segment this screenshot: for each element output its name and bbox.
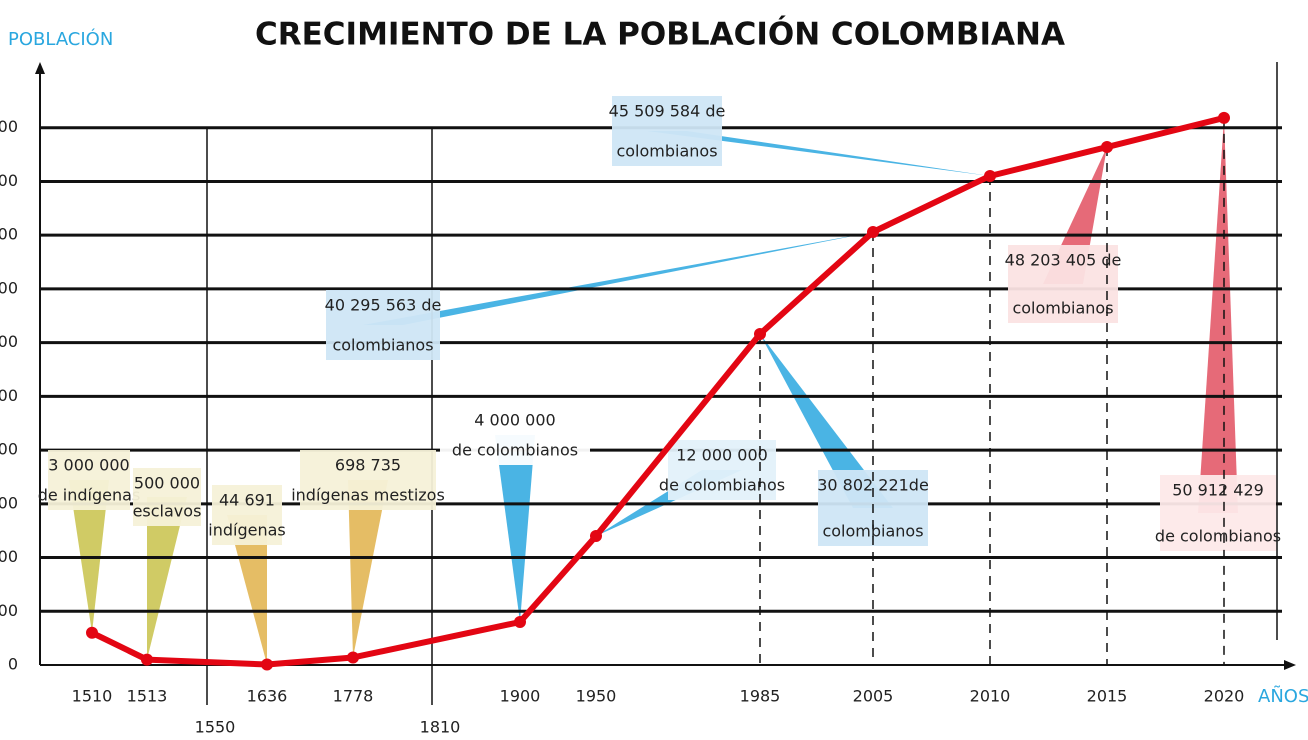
- data-point: [86, 627, 98, 639]
- data-point: [141, 654, 153, 666]
- callout-text: colombianos: [332, 336, 433, 355]
- x-tick-label: 1950: [576, 687, 617, 706]
- callout-text: 45 509 584 de: [609, 102, 726, 121]
- data-point: [1218, 112, 1230, 124]
- y-tick-label: 45 000 000: [0, 171, 18, 190]
- y-tick-label: 40 000 000: [0, 225, 18, 244]
- callout-pointer: [1198, 118, 1238, 513]
- x-axis-arrow: [1284, 660, 1296, 670]
- callout-text: 12 000 000: [676, 446, 768, 465]
- x-tick-label: 1900: [500, 687, 541, 706]
- x-tick-label: 1636: [247, 687, 288, 706]
- callout-text: 4 000 000: [474, 411, 555, 430]
- page: CRECIMIENTO DE LA POBLACIÓN COLOMBIANA P…: [0, 0, 1308, 740]
- y-tick-label: 20 000 000: [0, 440, 18, 459]
- data-point: [754, 328, 766, 340]
- y-tick-label: 50 000 000: [0, 117, 18, 136]
- callout-text: 698 735: [335, 456, 401, 475]
- callout-text: 40 295 563 de: [325, 296, 442, 315]
- data-point: [347, 651, 359, 663]
- callout-text: esclavos: [133, 502, 202, 521]
- chart: CRECIMIENTO DE LA POBLACIÓN COLOMBIANA P…: [0, 0, 1308, 740]
- y-tick-label: 30 000 000: [0, 332, 18, 351]
- y-tick-label: 25 000 000: [0, 386, 18, 405]
- y-axis-arrow: [35, 62, 45, 74]
- era-tick-label: 1810: [420, 718, 461, 737]
- callout-text: 50 912 429: [1172, 481, 1264, 500]
- x-tick-label: 2005: [853, 687, 894, 706]
- x-tick-label: 2020: [1204, 687, 1245, 706]
- callout-text: indígenas: [208, 521, 285, 540]
- x-tick-label: 2015: [1087, 687, 1128, 706]
- callout-text: 44 691: [219, 491, 275, 510]
- callout-text: 500 000: [134, 474, 200, 493]
- data-point: [867, 226, 879, 238]
- data-point: [514, 616, 526, 628]
- y-tick-label: 5 000 000: [0, 601, 18, 620]
- x-tick-label: 1778: [333, 687, 374, 706]
- chart-title: CRECIMIENTO DE LA POBLACIÓN COLOMBIANA: [255, 16, 1065, 53]
- y-axis-label: POBLACIÓN: [8, 28, 113, 50]
- data-point: [261, 659, 273, 671]
- y-tick-label: 0: [8, 655, 18, 674]
- data-point: [590, 530, 602, 542]
- x-tick-label: 1513: [127, 687, 168, 706]
- x-tick-label: 1985: [740, 687, 781, 706]
- x-axis-label: AÑOS: [1258, 685, 1308, 707]
- callout-text: colombianos: [1012, 299, 1113, 318]
- callout-text: de colombianos: [1155, 527, 1281, 546]
- callout-text: de indígenas: [38, 486, 141, 505]
- y-tick-label: 35 000 000: [0, 278, 18, 297]
- callout-text: 48 203 405 de: [1005, 251, 1122, 270]
- callout-text: de colombianos: [659, 476, 785, 495]
- data-point: [1101, 141, 1113, 153]
- x-tick-label: 2010: [970, 687, 1011, 706]
- callout-text: de colombianos: [452, 441, 578, 460]
- y-tick-label: 10 000 000: [0, 547, 18, 566]
- callout-text: indígenas mestizos: [291, 486, 445, 505]
- callout-text: 3 000 000: [48, 456, 129, 475]
- x-tick-label: 1510: [72, 687, 113, 706]
- y-tick-label: 15 000 000: [0, 493, 18, 512]
- era-tick-label: 1550: [195, 718, 236, 737]
- callout-text: colombianos: [616, 142, 717, 161]
- data-point: [984, 170, 996, 182]
